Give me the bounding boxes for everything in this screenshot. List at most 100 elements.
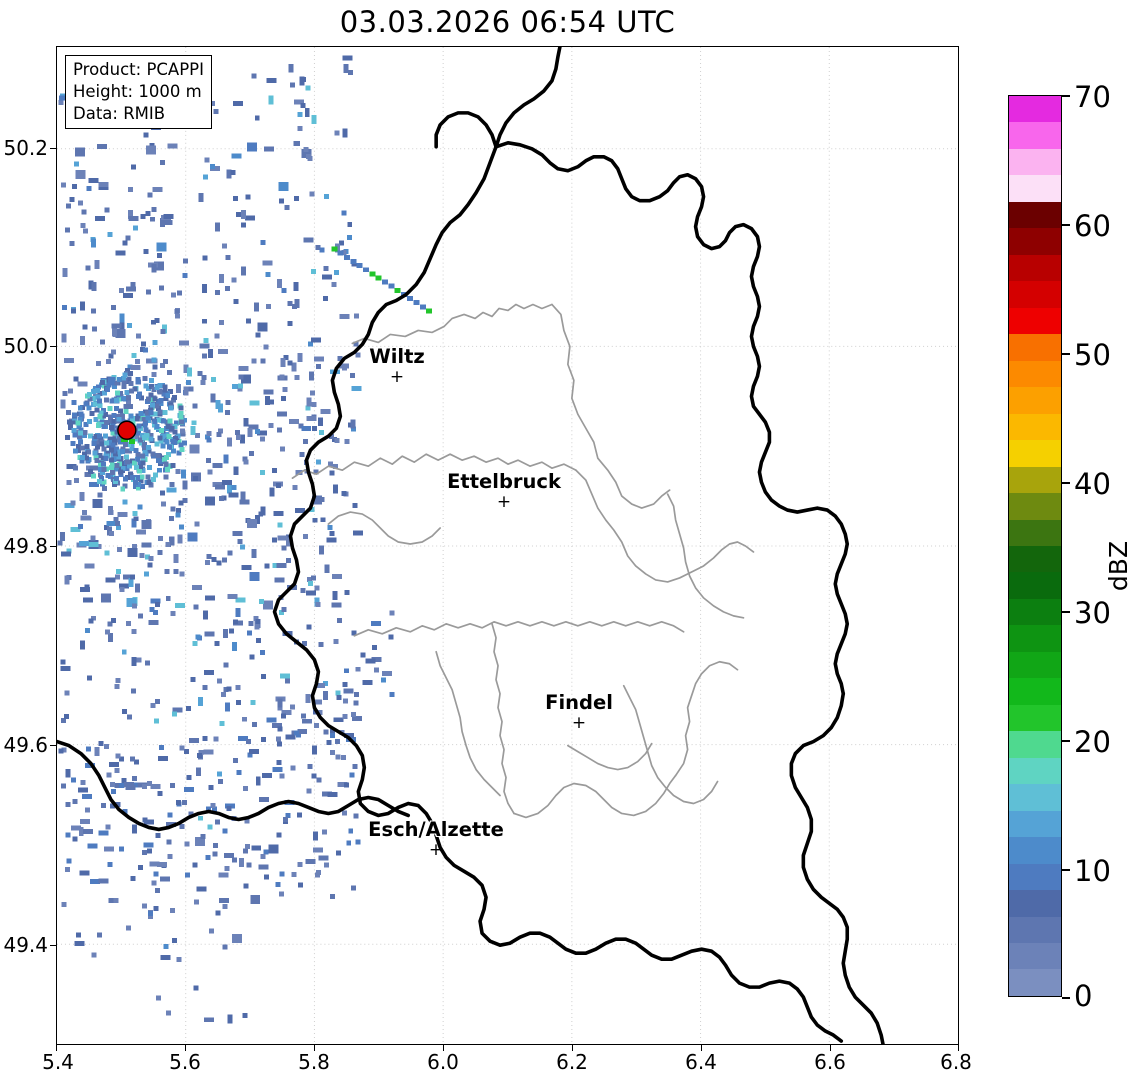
radar-cell	[189, 444, 200, 454]
radar-cell	[318, 642, 324, 648]
radar-cell	[137, 613, 143, 619]
radar-cell	[114, 398, 120, 404]
radar-cell	[205, 806, 211, 812]
radar-cell	[242, 1013, 248, 1019]
radar-cell	[216, 431, 222, 437]
radar-cell	[93, 416, 99, 422]
radar-cell	[82, 324, 88, 330]
radar-cell	[147, 562, 153, 568]
radar-cell	[112, 482, 118, 488]
radar-cell	[102, 433, 108, 439]
radar-cell	[337, 250, 344, 256]
radar-cell	[143, 383, 149, 389]
radar-cell	[131, 353, 137, 359]
radar-cell	[75, 169, 86, 179]
radar-cell	[351, 630, 357, 636]
radar-cell	[111, 418, 117, 424]
radar-cell	[245, 318, 251, 324]
radar-cell	[140, 453, 146, 459]
radar-cell	[165, 467, 171, 473]
radar-cell	[285, 812, 291, 818]
radar-cell	[102, 390, 108, 396]
radar-cell	[160, 363, 166, 369]
radar-cell	[315, 872, 321, 878]
radar-cell	[160, 501, 166, 507]
radar-cell	[183, 364, 189, 374]
radar-cell	[130, 282, 136, 288]
radar-cell	[336, 617, 342, 623]
radar-cell	[294, 508, 305, 514]
radar-cell	[196, 752, 202, 758]
radar-cell	[243, 785, 249, 791]
radar-cell	[89, 411, 95, 417]
y-tick-label: 50.0	[3, 334, 48, 358]
radar-cell	[355, 666, 361, 672]
radar-cell	[108, 353, 114, 359]
radar-cell	[207, 824, 213, 830]
radar-cell	[63, 357, 74, 363]
radar-cell	[72, 412, 78, 418]
radar-cell	[249, 451, 255, 457]
radar-cell	[277, 705, 283, 711]
map-plot-area[interactable]: .g { stroke:#cfcfcf; stroke-width:1; str…	[56, 46, 959, 1045]
radar-cell	[222, 903, 228, 909]
radar-cell	[277, 726, 283, 732]
radar-cell	[116, 433, 122, 439]
radar-cell	[108, 531, 114, 537]
radar-cell	[61, 747, 67, 753]
radar-cell	[121, 376, 127, 382]
radar-cell	[157, 409, 163, 415]
radar-cell	[123, 404, 134, 410]
radar-cell	[62, 305, 68, 311]
radar-cell	[131, 603, 137, 609]
radar-cell	[107, 231, 113, 237]
radar-cell	[82, 794, 93, 799]
radar-cell	[166, 370, 172, 376]
radar-cell	[375, 275, 382, 281]
radar-cell	[96, 423, 102, 429]
colorbar-band	[1009, 863, 1061, 891]
radar-cell	[313, 847, 324, 853]
radar-cell	[142, 903, 148, 909]
radar-cell	[223, 662, 229, 668]
radar-cell	[149, 216, 155, 222]
radar-cell	[107, 473, 113, 479]
radar-cell	[170, 463, 176, 469]
radar-cell	[298, 882, 304, 888]
radar-cell	[176, 290, 182, 296]
radar-cell	[136, 423, 142, 429]
radar-cell	[104, 629, 110, 635]
radar-cell	[152, 472, 158, 478]
radar-cell	[353, 813, 359, 819]
radar-cell	[319, 429, 325, 435]
radar-cell	[94, 747, 100, 757]
radar-cell	[107, 506, 113, 516]
radar-cell	[85, 807, 91, 813]
radar-cell	[180, 469, 186, 479]
radar-cell	[115, 250, 126, 256]
radar-cell	[323, 266, 329, 272]
radar-cell	[80, 445, 86, 451]
radar-cell	[179, 824, 185, 830]
radar-cell	[130, 574, 136, 580]
radar-cell	[140, 467, 146, 473]
radar-cell	[170, 292, 176, 298]
radar-cell	[106, 526, 112, 536]
radar-cell	[138, 864, 144, 870]
radar-cell	[87, 433, 93, 439]
radar-cell	[138, 426, 144, 432]
colorbar-band	[1009, 943, 1061, 970]
radar-cell	[133, 415, 139, 421]
radar-cell	[143, 842, 154, 848]
radar-cell	[185, 872, 191, 878]
radar-cell	[175, 603, 186, 609]
radar-cell	[145, 410, 151, 416]
radar-cell	[167, 143, 178, 149]
radar-cell	[156, 242, 167, 252]
radar-cell	[259, 797, 270, 803]
radar-cell	[204, 157, 210, 163]
radar-cell	[122, 372, 128, 378]
radar-site-marker[interactable]	[117, 420, 137, 440]
radar-cell	[179, 340, 190, 346]
reflectivity-colorbar[interactable]	[1008, 95, 1062, 997]
